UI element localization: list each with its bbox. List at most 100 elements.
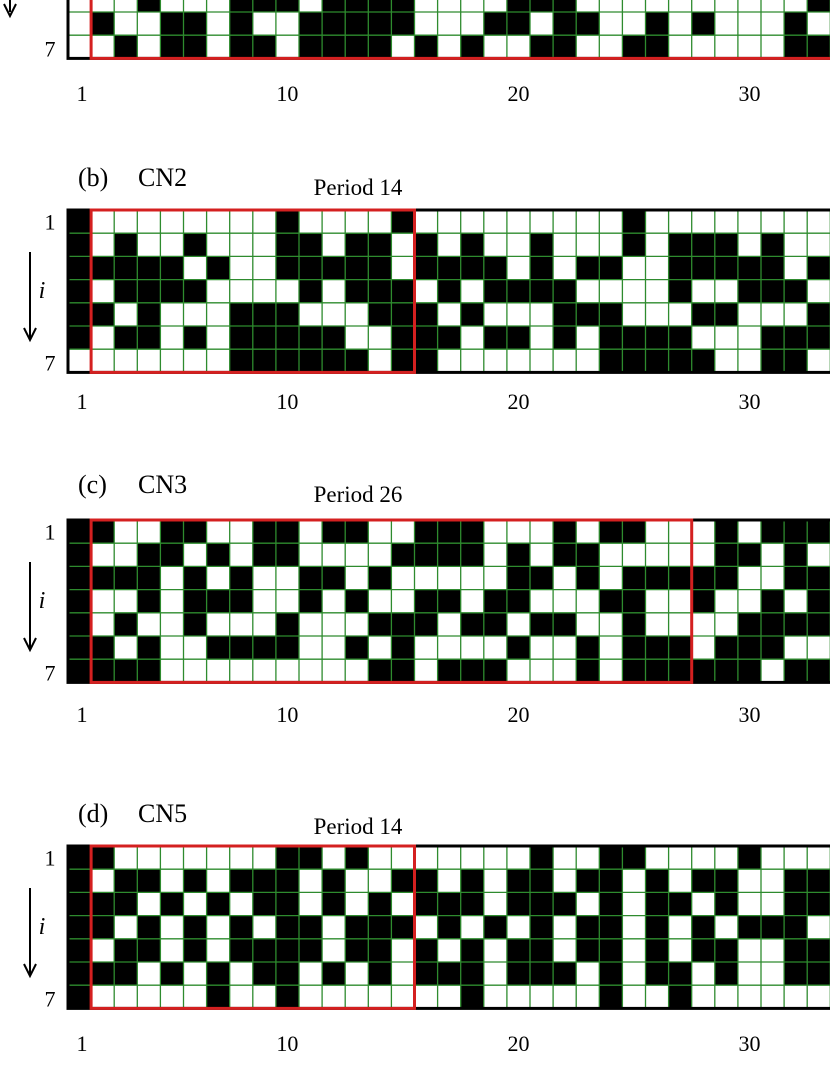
cell-empty [368,985,392,1009]
cell-filled [599,938,623,962]
cell-filled [183,35,207,59]
cell-empty [137,985,161,1009]
cell-empty [737,233,761,257]
cell-filled [737,636,761,660]
cell-empty [160,636,184,660]
cell-filled [622,210,646,234]
cell-empty [668,915,692,939]
cell-empty [714,349,738,373]
cell-empty [183,846,207,870]
cell-filled [299,915,323,939]
cell-filled [668,636,692,660]
cell-empty [299,612,323,636]
cell-empty [761,985,785,1009]
cell-empty [714,279,738,303]
cell-filled [368,892,392,916]
cell-filled [460,869,484,893]
cell-filled [114,279,138,303]
cell-empty [91,279,115,303]
cell-filled [645,349,669,373]
cell-empty [576,985,600,1009]
cell-filled [229,12,253,36]
cell-filled [622,326,646,350]
cell-empty [599,0,623,13]
cell-empty [483,520,507,544]
cell-empty [114,12,138,36]
cell-empty [784,233,808,257]
cell-empty [160,612,184,636]
cell-empty [183,302,207,326]
cell-empty [368,520,392,544]
x-tick-label: 10 [276,389,298,414]
cell-empty [668,0,692,13]
cell-empty [668,869,692,893]
cell-empty [183,962,207,986]
cell-filled [645,35,669,59]
cell-filled [68,985,92,1009]
cell-filled [807,962,830,986]
cell-filled [252,869,276,893]
cell-empty [599,659,623,683]
cell-empty [137,612,161,636]
cell-filled [322,0,346,13]
cell-filled [275,636,299,660]
cell-filled [114,326,138,350]
cell-filled [414,543,438,567]
cell-filled [761,233,785,257]
cell-filled [483,256,507,280]
cell-empty [91,869,115,893]
cell-empty [299,962,323,986]
cell-empty [714,210,738,234]
cell-filled [460,962,484,986]
cell-filled [622,612,646,636]
cell-empty [553,938,577,962]
cell-filled [137,543,161,567]
cell-empty [160,846,184,870]
cell-filled [807,256,830,280]
cell-empty [345,302,369,326]
cell-empty [761,962,785,986]
cell-empty [322,210,346,234]
cell-empty [206,0,230,13]
cell-empty [368,846,392,870]
cell-filled [691,938,715,962]
cell-filled [506,636,530,660]
cell-filled [114,256,138,280]
cell-empty [183,659,207,683]
cell-filled [807,892,830,916]
cell-filled [553,0,577,13]
cell-empty [599,566,623,590]
cell-filled [530,35,554,59]
cell-filled [437,892,461,916]
cell-empty [275,35,299,59]
cell-empty [691,543,715,567]
cell-filled [622,566,646,590]
cell-filled [275,612,299,636]
cell-filled [299,12,323,36]
cell-filled [391,210,415,234]
cell-empty [322,543,346,567]
cell-empty [299,302,323,326]
period-box [89,208,416,374]
cell-empty [322,659,346,683]
cell-empty [137,349,161,373]
cell-filled [530,566,554,590]
x-tick-label: 20 [508,389,530,414]
cell-empty [206,326,230,350]
grid-lines [68,520,830,683]
cell-empty [761,846,785,870]
cell-filled [784,892,808,916]
cell-filled [460,612,484,636]
cell-filled [391,659,415,683]
cell-filled [275,938,299,962]
row-label-top: 1 [45,845,56,870]
cell-filled [437,279,461,303]
cell-filled [368,279,392,303]
cell-empty [599,636,623,660]
cell-filled [322,326,346,350]
cell-filled [275,869,299,893]
cell-empty [714,915,738,939]
cell-filled [91,636,115,660]
cell-empty [391,35,415,59]
cell-empty [506,659,530,683]
